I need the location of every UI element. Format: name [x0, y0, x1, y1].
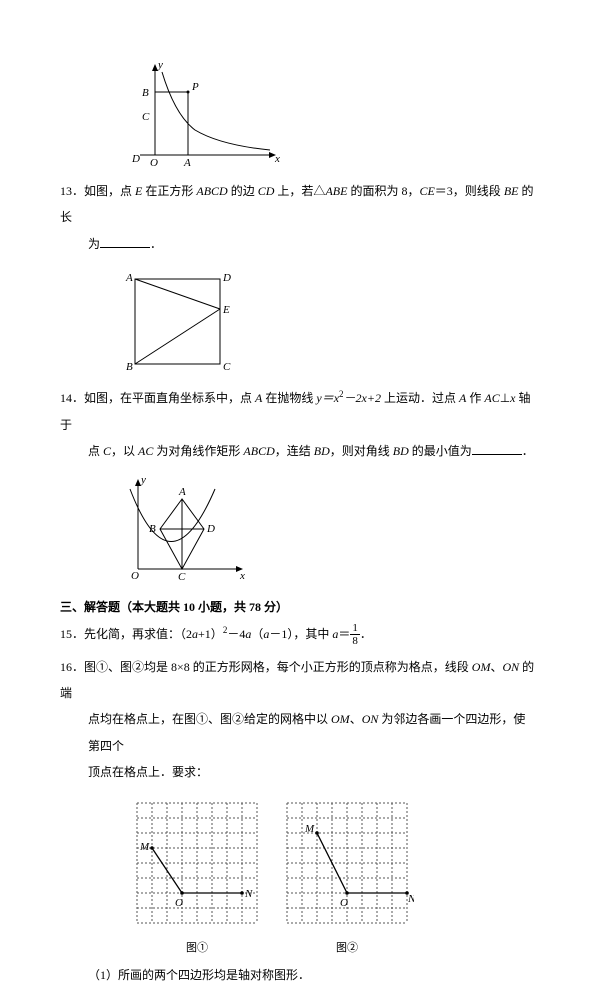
svg-text:E: E: [222, 304, 230, 316]
problem-15: 15．先化简，再求值：（2a+1）2－4a（a－1），其中 a＝18．: [60, 621, 535, 648]
svg-text:A: A: [125, 272, 133, 284]
num: 15．: [60, 627, 84, 641]
svg-text:B: B: [149, 523, 156, 535]
section-3-title: 三、解答题（本大题共 10 小题，共 78 分）: [60, 594, 535, 620]
label-P: P: [191, 81, 199, 93]
problem-16: 16．图①、图②均是 8×8 的正方形网格，每个小正方形的顶点称为格点，线段 O…: [60, 654, 535, 786]
problem-16-sub1: （1）所画的两个四边形均是轴对称图形．: [88, 962, 535, 988]
num: 14．: [60, 391, 84, 405]
svg-text:x: x: [239, 570, 245, 582]
svg-text:M: M: [139, 841, 150, 853]
figure-16-1: M O N: [130, 796, 264, 930]
label-O: O: [150, 157, 158, 168]
svg-text:O: O: [131, 570, 139, 582]
figure-16-2: M O N: [280, 796, 414, 930]
blank-13: [100, 235, 150, 248]
svg-text:N: N: [244, 888, 253, 900]
num: 13．: [60, 184, 84, 198]
blank-14: [472, 442, 522, 455]
svg-text:O: O: [175, 897, 183, 909]
caption-2: 图②: [280, 941, 414, 956]
problem-13: 13．如图，点 E 在正方形 ABCD 的边 CD 上，若△ABE 的面积为 8…: [60, 178, 535, 257]
svg-text:M: M: [304, 823, 315, 835]
svg-text:N: N: [407, 893, 414, 905]
label-B: B: [142, 87, 149, 99]
svg-text:y: y: [140, 474, 146, 486]
svg-text:A: A: [178, 486, 186, 498]
problem-14: 14．如图，在平面直角坐标系中，点 A 在抛物线 y＝x2－2x+2 上运动．过…: [60, 385, 535, 464]
label-D: D: [131, 153, 140, 165]
svg-text:C: C: [223, 361, 231, 373]
label-x: x: [274, 153, 280, 165]
num: 16．: [60, 660, 84, 674]
label-A: A: [183, 157, 191, 168]
fraction-15: 18: [350, 622, 360, 647]
svg-text:D: D: [206, 523, 215, 535]
svg-text:D: D: [222, 272, 231, 284]
figure-12: D y x B C O A P: [120, 60, 535, 168]
figure-14: y x O A B C D: [120, 474, 535, 584]
figure-16-pair: M O N 图① M O N 图②: [130, 796, 535, 957]
svg-text:B: B: [126, 361, 133, 373]
label-C: C: [142, 111, 150, 123]
svg-text:C: C: [178, 571, 186, 583]
figure-13: A D E B C: [120, 267, 535, 375]
caption-1: 图①: [130, 941, 264, 956]
label-y: y: [157, 60, 163, 71]
svg-text:O: O: [340, 897, 348, 909]
